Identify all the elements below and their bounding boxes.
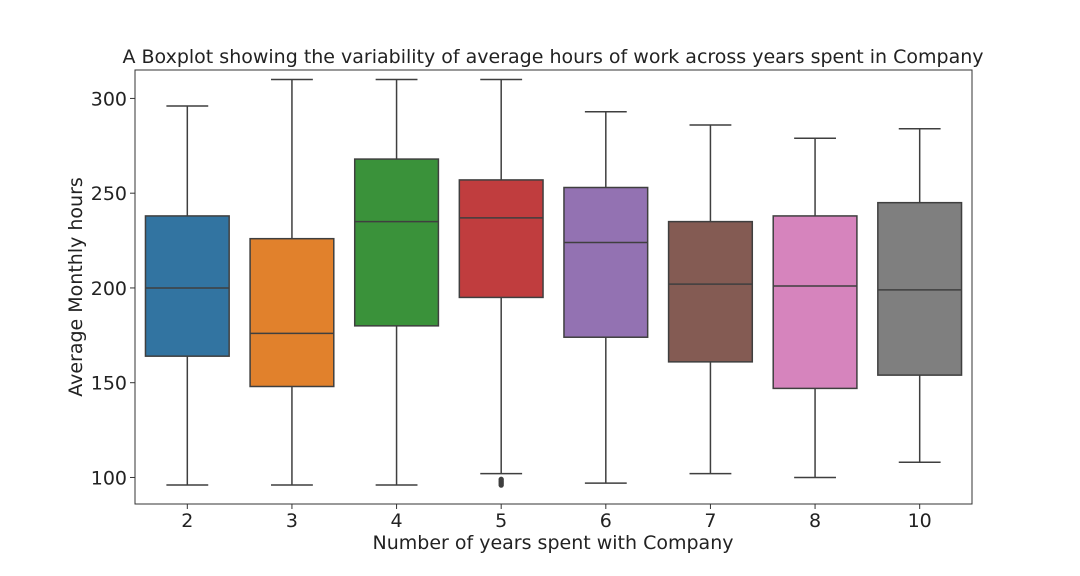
y-tick-label: 250 <box>91 183 127 205</box>
x-tick-label: 3 <box>286 510 298 532</box>
x-tick-label: 6 <box>600 510 612 532</box>
y-tick-label: 300 <box>91 88 127 110</box>
box-iqr <box>458 179 544 299</box>
box-iqr <box>144 215 230 357</box>
box-iqr <box>353 158 440 327</box>
x-tick-label: 8 <box>809 510 821 532</box>
y-tick-label: 100 <box>91 467 127 489</box>
box-iqr <box>772 215 858 390</box>
y-tick-label: 200 <box>91 278 127 300</box>
x-axis: 2 3 4 5 6 7 8 10 <box>181 504 932 532</box>
box-group-8 <box>772 137 858 479</box>
box-iqr <box>667 220 754 363</box>
box-group-4 <box>353 78 440 486</box>
x-tick-label: 5 <box>495 510 507 532</box>
y-axis: 100 150 200 250 300 <box>91 88 135 489</box>
box-iqr <box>563 186 649 338</box>
box-group-7 <box>667 124 754 475</box>
x-tick-label: 2 <box>181 510 193 532</box>
outlier-point <box>498 476 504 483</box>
y-axis-label: Average Monthly hours <box>65 177 87 397</box>
x-axis-label: Number of years spent with Company <box>373 532 734 554</box>
plot-area <box>144 78 963 488</box>
y-tick-label: 150 <box>91 373 127 395</box>
x-tick-label: 4 <box>391 510 403 532</box>
plot-frame <box>134 69 973 505</box>
x-tick-label: 10 <box>908 510 932 532</box>
box-group-6 <box>563 110 649 484</box>
box-iqr <box>877 201 963 376</box>
box-group-2 <box>144 105 230 486</box>
box-group-10 <box>877 128 963 464</box>
box-group-3 <box>249 78 335 486</box>
x-tick-label: 7 <box>704 510 716 532</box>
box-group-5 <box>458 78 544 488</box>
chart-title: A Boxplot showing the variability of ave… <box>122 46 983 68</box>
box-iqr <box>249 237 335 388</box>
